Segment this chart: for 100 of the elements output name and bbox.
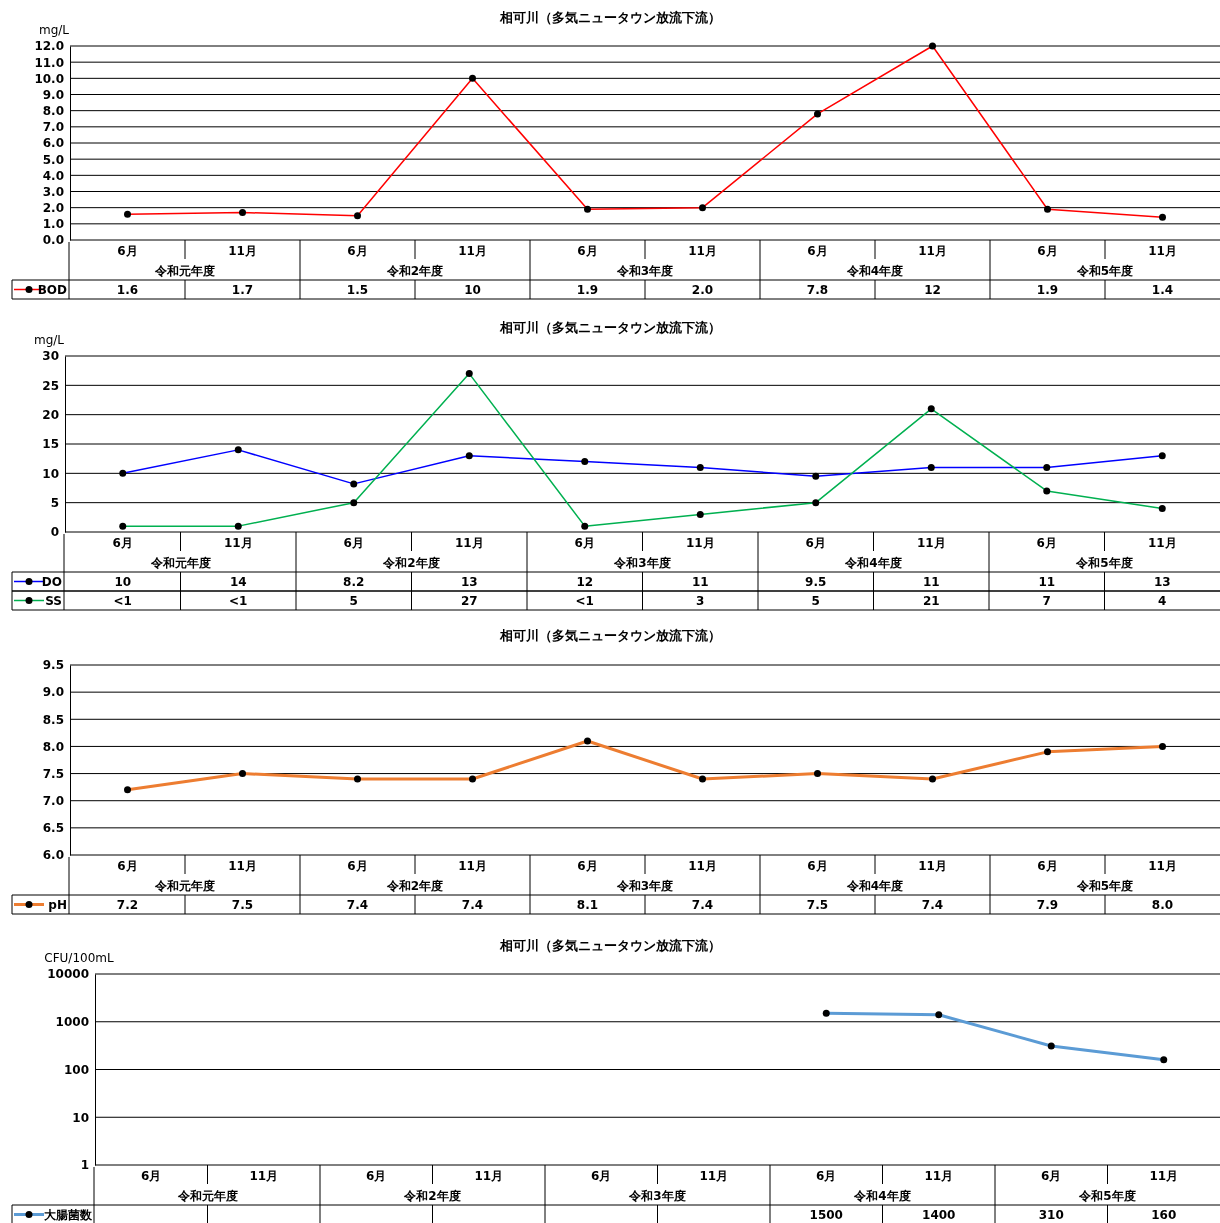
data-label: 1.9 — [576, 283, 599, 297]
y-tick-label: 5 — [50, 496, 59, 511]
x-tick-label: 11月 — [1148, 244, 1177, 258]
legend-label: pH — [48, 898, 67, 912]
y-tick-label: 9.0 — [42, 87, 64, 102]
text: 令和3年度 — [628, 1189, 686, 1203]
y-tick-label: 7.0 — [42, 120, 64, 135]
data-label: 2.0 — [691, 283, 714, 297]
text: 令和元年度 — [149, 556, 211, 570]
x-tick-label: 6月 — [117, 244, 138, 258]
x-tick-label: 6月 — [816, 1169, 837, 1183]
chart-title: 相可川（多気ニュータウン放流下流） — [498, 320, 721, 335]
data-label: 1400 — [922, 1208, 956, 1222]
text: 令和2年度 — [403, 1189, 461, 1203]
data-label: 7.4 — [461, 898, 484, 912]
x-tick-label: 6月 — [112, 536, 133, 550]
y-tick-label: 12.0 — [34, 39, 64, 54]
y-tick-label: 9.5 — [42, 658, 64, 673]
y-tick-label: 8.5 — [42, 712, 64, 727]
data-label: 12 — [924, 283, 941, 297]
text: 令和5年度 — [1075, 556, 1133, 570]
y-tick-label: 3.0 — [42, 184, 64, 199]
x-tick-label: 6月 — [807, 859, 828, 873]
x-tick-label: 6月 — [807, 244, 828, 258]
y-tick-label: 8.0 — [42, 104, 64, 119]
x-tick-label: 11月 — [918, 859, 947, 873]
y-tick-label: 10 — [72, 1110, 89, 1125]
x-tick-label: 6月 — [577, 244, 598, 258]
legend-label: 大腸菌数 — [44, 1208, 93, 1222]
x-tick-label: 11月 — [1148, 859, 1177, 873]
y-tick-label: 100 — [63, 1062, 89, 1077]
data-label: 1.5 — [346, 283, 369, 297]
y-axis-title: mg/L — [38, 23, 70, 37]
legend-label: DO — [41, 575, 62, 589]
y-tick-label: 1.0 — [42, 217, 64, 232]
data-label: 7.9 — [1036, 898, 1059, 912]
chart-title: 相可川（多気ニュータウン放流下流） — [498, 938, 721, 953]
y-tick-label: 15 — [42, 437, 59, 452]
x-tick-label: 11月 — [228, 859, 257, 873]
legend-label: BOD — [37, 283, 68, 297]
x-tick-label: 6月 — [347, 859, 368, 873]
y-tick-label: 1 — [80, 1158, 89, 1173]
x-tick-label: 11月 — [688, 859, 717, 873]
x-tick-label: 11月 — [916, 536, 946, 550]
data-label: 7.4 — [346, 898, 369, 912]
x-tick-label: 6月 — [117, 859, 138, 873]
x-tick-label: 6月 — [1041, 1169, 1062, 1183]
y-tick-label: 6.0 — [42, 848, 64, 863]
text: 令和4年度 — [844, 556, 902, 570]
text: 令和2年度 — [385, 264, 444, 278]
data-label: 4 — [1158, 594, 1167, 608]
data-label: 21 — [922, 594, 940, 608]
data-label: 8.0 — [1151, 898, 1174, 912]
x-tick-label: 6月 — [1037, 244, 1058, 258]
text: 令和元年度 — [154, 879, 215, 893]
x-tick-label: 11月 — [458, 859, 487, 873]
data-label: 310 — [1038, 1208, 1064, 1222]
text: 令和3年度 — [615, 879, 674, 893]
x-tick-label: 6月 — [141, 1169, 162, 1183]
data-label: 9.5 — [805, 575, 827, 589]
y-tick-label: 8.0 — [42, 739, 64, 754]
text: 令和5年度 — [1075, 879, 1134, 893]
y-tick-label: 1000 — [55, 1015, 89, 1030]
x-tick-label: 6月 — [591, 1169, 612, 1183]
data-label: 1500 — [809, 1208, 843, 1222]
text: 令和4年度 — [845, 264, 904, 278]
x-tick-label: 6月 — [574, 536, 595, 550]
data-label: 8.1 — [576, 898, 599, 912]
y-tick-label: 20 — [42, 408, 59, 423]
x-tick-label: 11月 — [474, 1169, 504, 1183]
y-tick-label: 10 — [42, 466, 59, 481]
y-tick-label: 6.0 — [42, 136, 64, 151]
data-label: 1.9 — [1036, 283, 1059, 297]
y-tick-label: 10.0 — [34, 71, 64, 86]
text: 令和5年度 — [1075, 264, 1134, 278]
data-label: 27 — [460, 594, 478, 608]
data-label: 7 — [1042, 594, 1051, 608]
y-tick-label: 7.0 — [42, 794, 64, 809]
data-label: 3 — [696, 594, 705, 608]
x-tick-label: 6月 — [805, 536, 826, 550]
data-label: <1 — [113, 594, 132, 608]
x-tick-label: 11月 — [458, 244, 487, 258]
data-label: 12 — [576, 575, 594, 589]
data-label: 11 — [1038, 575, 1056, 589]
y-tick-label: 30 — [42, 349, 59, 364]
x-tick-label: 11月 — [1147, 536, 1177, 550]
x-tick-label: 11月 — [924, 1169, 954, 1183]
data-label: 13 — [460, 575, 478, 589]
x-tick-label: 11月 — [228, 244, 257, 258]
y-tick-label: 2.0 — [42, 201, 64, 216]
text: 令和元年度 — [176, 1189, 238, 1203]
x-tick-label: 6月 — [1036, 536, 1057, 550]
data-label: 5 — [811, 594, 820, 608]
y-tick-label: 6.5 — [42, 821, 64, 836]
data-label: 1.7 — [231, 283, 254, 297]
y-axis-title: mg/L — [33, 333, 65, 347]
x-tick-label: 11月 — [685, 536, 715, 550]
y-tick-label: 10000 — [47, 967, 89, 982]
text: 令和2年度 — [385, 879, 444, 893]
text: 令和3年度 — [613, 556, 671, 570]
